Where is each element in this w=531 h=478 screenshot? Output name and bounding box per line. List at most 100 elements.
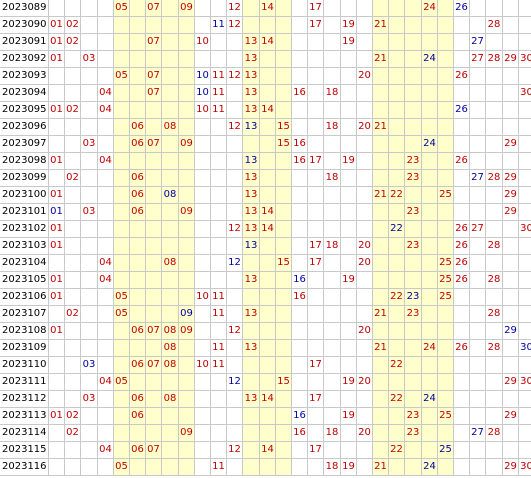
number-red: 02 — [65, 34, 81, 51]
empty-cell — [49, 170, 65, 187]
empty-cell — [243, 357, 260, 374]
empty-cell — [276, 68, 292, 85]
empty-cell — [114, 102, 130, 119]
table-row: 2023105 01 04 13 16 19 25 26 28 — [0, 272, 531, 289]
empty-cell — [357, 0, 373, 17]
empty-cell — [98, 408, 114, 425]
empty-cell — [438, 136, 454, 153]
empty-cell — [454, 306, 470, 323]
empty-cell — [519, 255, 531, 272]
empty-cell — [146, 204, 162, 221]
empty-cell — [405, 68, 422, 85]
empty-cell — [260, 255, 276, 272]
period-cell: 2023103 — [0, 238, 49, 255]
number-red: 01 — [49, 17, 65, 34]
number-red: 13 — [243, 187, 260, 204]
number-blue: 24 — [422, 391, 438, 408]
empty-cell — [341, 238, 357, 255]
empty-cell — [81, 0, 98, 17]
empty-cell — [422, 323, 438, 340]
empty-cell — [357, 306, 373, 323]
empty-cell — [341, 187, 357, 204]
number-red: 22 — [389, 442, 405, 459]
empty-cell — [470, 391, 486, 408]
number-red: 16 — [292, 425, 308, 442]
empty-cell — [357, 34, 373, 51]
table-row: 2023096 06 08 12 13 15 18 20 21 — [0, 119, 531, 136]
number-red: 29 — [503, 374, 519, 391]
number-red: 12 — [227, 0, 243, 17]
empty-cell — [211, 374, 227, 391]
empty-cell — [438, 51, 454, 68]
empty-cell — [276, 34, 292, 51]
empty-cell — [341, 323, 357, 340]
number-red: 29 — [503, 187, 519, 204]
empty-cell — [454, 374, 470, 391]
empty-cell — [114, 442, 130, 459]
empty-cell — [503, 0, 519, 17]
empty-cell — [519, 391, 531, 408]
empty-cell — [324, 323, 341, 340]
number-red: 17 — [308, 357, 324, 374]
empty-cell — [405, 323, 422, 340]
empty-cell — [179, 85, 195, 102]
empty-cell — [357, 204, 373, 221]
number-red: 25 — [438, 408, 454, 425]
number-red: 18 — [324, 238, 341, 255]
empty-cell — [389, 459, 405, 476]
empty-cell — [243, 289, 260, 306]
number-red: 25 — [438, 187, 454, 204]
empty-cell — [81, 238, 98, 255]
empty-cell — [503, 306, 519, 323]
number-red: 01 — [49, 187, 65, 204]
empty-cell — [65, 136, 81, 153]
empty-cell — [422, 306, 438, 323]
empty-cell — [130, 272, 146, 289]
empty-cell — [276, 306, 292, 323]
empty-cell — [276, 459, 292, 476]
empty-cell — [422, 255, 438, 272]
empty-cell — [81, 187, 98, 204]
empty-cell — [470, 238, 486, 255]
empty-cell — [227, 153, 243, 170]
empty-cell — [357, 153, 373, 170]
empty-cell — [130, 374, 146, 391]
empty-cell — [98, 51, 114, 68]
number-red: 07 — [146, 34, 162, 51]
empty-cell — [98, 136, 114, 153]
empty-cell — [438, 357, 454, 374]
empty-cell — [405, 272, 422, 289]
empty-cell — [260, 408, 276, 425]
table-row: 2023103 01 13 17 18 20 23 26 28 — [0, 238, 531, 255]
empty-cell — [81, 374, 98, 391]
period-cell: 2023100 — [0, 187, 49, 204]
period-cell: 2023107 — [0, 306, 49, 323]
empty-cell — [227, 306, 243, 323]
empty-cell — [373, 153, 389, 170]
empty-cell — [98, 221, 114, 238]
empty-cell — [98, 306, 114, 323]
empty-cell — [324, 391, 341, 408]
empty-cell — [179, 255, 195, 272]
empty-cell — [227, 391, 243, 408]
empty-cell — [519, 119, 531, 136]
empty-cell — [243, 323, 260, 340]
number-red: 17 — [308, 442, 324, 459]
period-cell: 2023092 — [0, 51, 49, 68]
number-red: 04 — [98, 272, 114, 289]
empty-cell — [422, 408, 438, 425]
empty-cell — [324, 374, 341, 391]
empty-cell — [519, 187, 531, 204]
empty-cell — [324, 51, 341, 68]
number-red: 13 — [243, 340, 260, 357]
number-red: 01 — [49, 34, 65, 51]
empty-cell — [81, 425, 98, 442]
empty-cell — [470, 374, 486, 391]
empty-cell — [470, 68, 486, 85]
empty-cell — [162, 459, 179, 476]
number-red: 07 — [146, 136, 162, 153]
empty-cell — [211, 187, 227, 204]
